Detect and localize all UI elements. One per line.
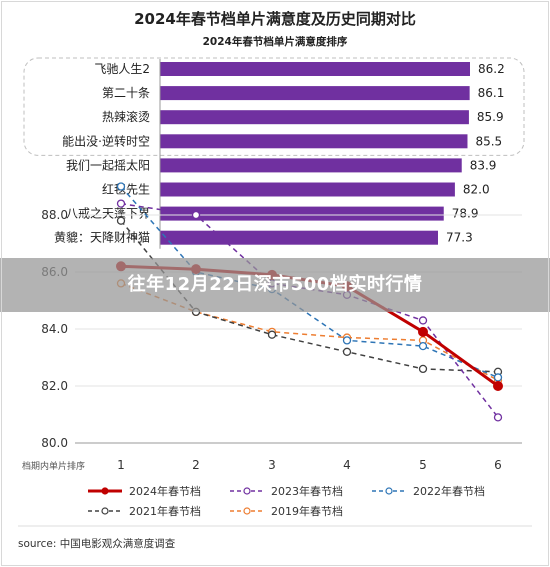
bar (160, 206, 444, 221)
y-tick-label: 82.0 (41, 379, 68, 393)
series-line (120, 186, 499, 379)
series-point (342, 336, 352, 345)
y-tick-label: 84.0 (41, 322, 68, 336)
bar-category-label: 热辣滚烫 (102, 109, 150, 124)
chart-title: 2024年春节档单片满意度及历史同期对比 (134, 10, 416, 28)
bar-category-label: 八戒之天蓬下界 (66, 207, 150, 221)
top-group-highlight-box (23, 57, 525, 156)
y-tick-label: 88.0 (41, 208, 68, 222)
series-point (116, 182, 126, 191)
series-point (116, 216, 126, 225)
x-axis-title: 档期内单片排序 (22, 460, 85, 472)
legend-swatch-marker (101, 507, 109, 515)
bar (160, 182, 455, 197)
series-point (493, 413, 503, 422)
overlay-banner-text: 往年12月22日深市500档实时行情 (127, 274, 423, 295)
series-point (267, 330, 277, 339)
bar-value-label: 86.2 (478, 62, 505, 76)
x-tick-label: 6 (494, 458, 502, 472)
series-point (191, 210, 201, 220)
series-line (120, 220, 499, 373)
bar-value-label: 78.9 (452, 207, 479, 221)
legend-swatch-marker (243, 507, 251, 515)
series-point (418, 316, 428, 325)
source-note: source: 中国电影观众满意度调查 (18, 538, 176, 550)
legend-label: 2021年春节档 (129, 504, 201, 518)
series-point (116, 199, 126, 208)
legend-label: 2024年春节档 (129, 484, 201, 498)
x-tick-label: 4 (343, 458, 351, 472)
bar-category-label: 红毯先生 (102, 182, 150, 197)
legend-swatch-marker (243, 487, 251, 495)
x-tick-label: 5 (419, 458, 427, 472)
series-point (418, 326, 428, 337)
legend-label: 2019年春节档 (271, 504, 343, 518)
x-tick-label: 1 (117, 458, 125, 472)
series-point (493, 381, 503, 391)
bar (160, 110, 469, 125)
bar (160, 134, 468, 149)
bar (160, 62, 470, 76)
overlay-banner (0, 258, 550, 312)
bar-value-label: 83.9 (470, 158, 497, 172)
bar-value-label: 85.9 (477, 110, 504, 124)
series-point (493, 373, 503, 382)
bar-category-label: 黄貔：天降财神猫 (54, 231, 150, 245)
series-point (418, 364, 428, 374)
bar (160, 158, 462, 173)
bar-category-label: 飞驰人生2 (94, 62, 150, 76)
bar-value-label: 85.5 (475, 134, 502, 148)
series-point (342, 347, 352, 356)
bar-value-label: 86.1 (478, 86, 505, 100)
bar-category-label: 我们一起摇太阳 (66, 157, 150, 172)
bar (160, 86, 470, 101)
bar-category-label: 第二十条 (102, 86, 150, 100)
bar-category-label: 能出没·逆转时空 (62, 133, 150, 148)
bar-value-label: 77.3 (446, 231, 473, 245)
legend-swatch-marker (101, 487, 109, 495)
legend-swatch-marker (385, 487, 393, 495)
bar-value-label: 82.0 (463, 183, 490, 197)
x-tick-label: 3 (268, 458, 276, 472)
chart-subtitle: 2024年春节档单片满意度排序 (202, 36, 348, 48)
legend-label: 2022年春节档 (413, 484, 485, 498)
y-tick-label: 80.0 (41, 436, 68, 450)
x-tick-label: 2 (192, 458, 200, 472)
bar (160, 230, 438, 245)
series-point (418, 341, 428, 351)
legend-label: 2023年春节档 (271, 484, 343, 498)
